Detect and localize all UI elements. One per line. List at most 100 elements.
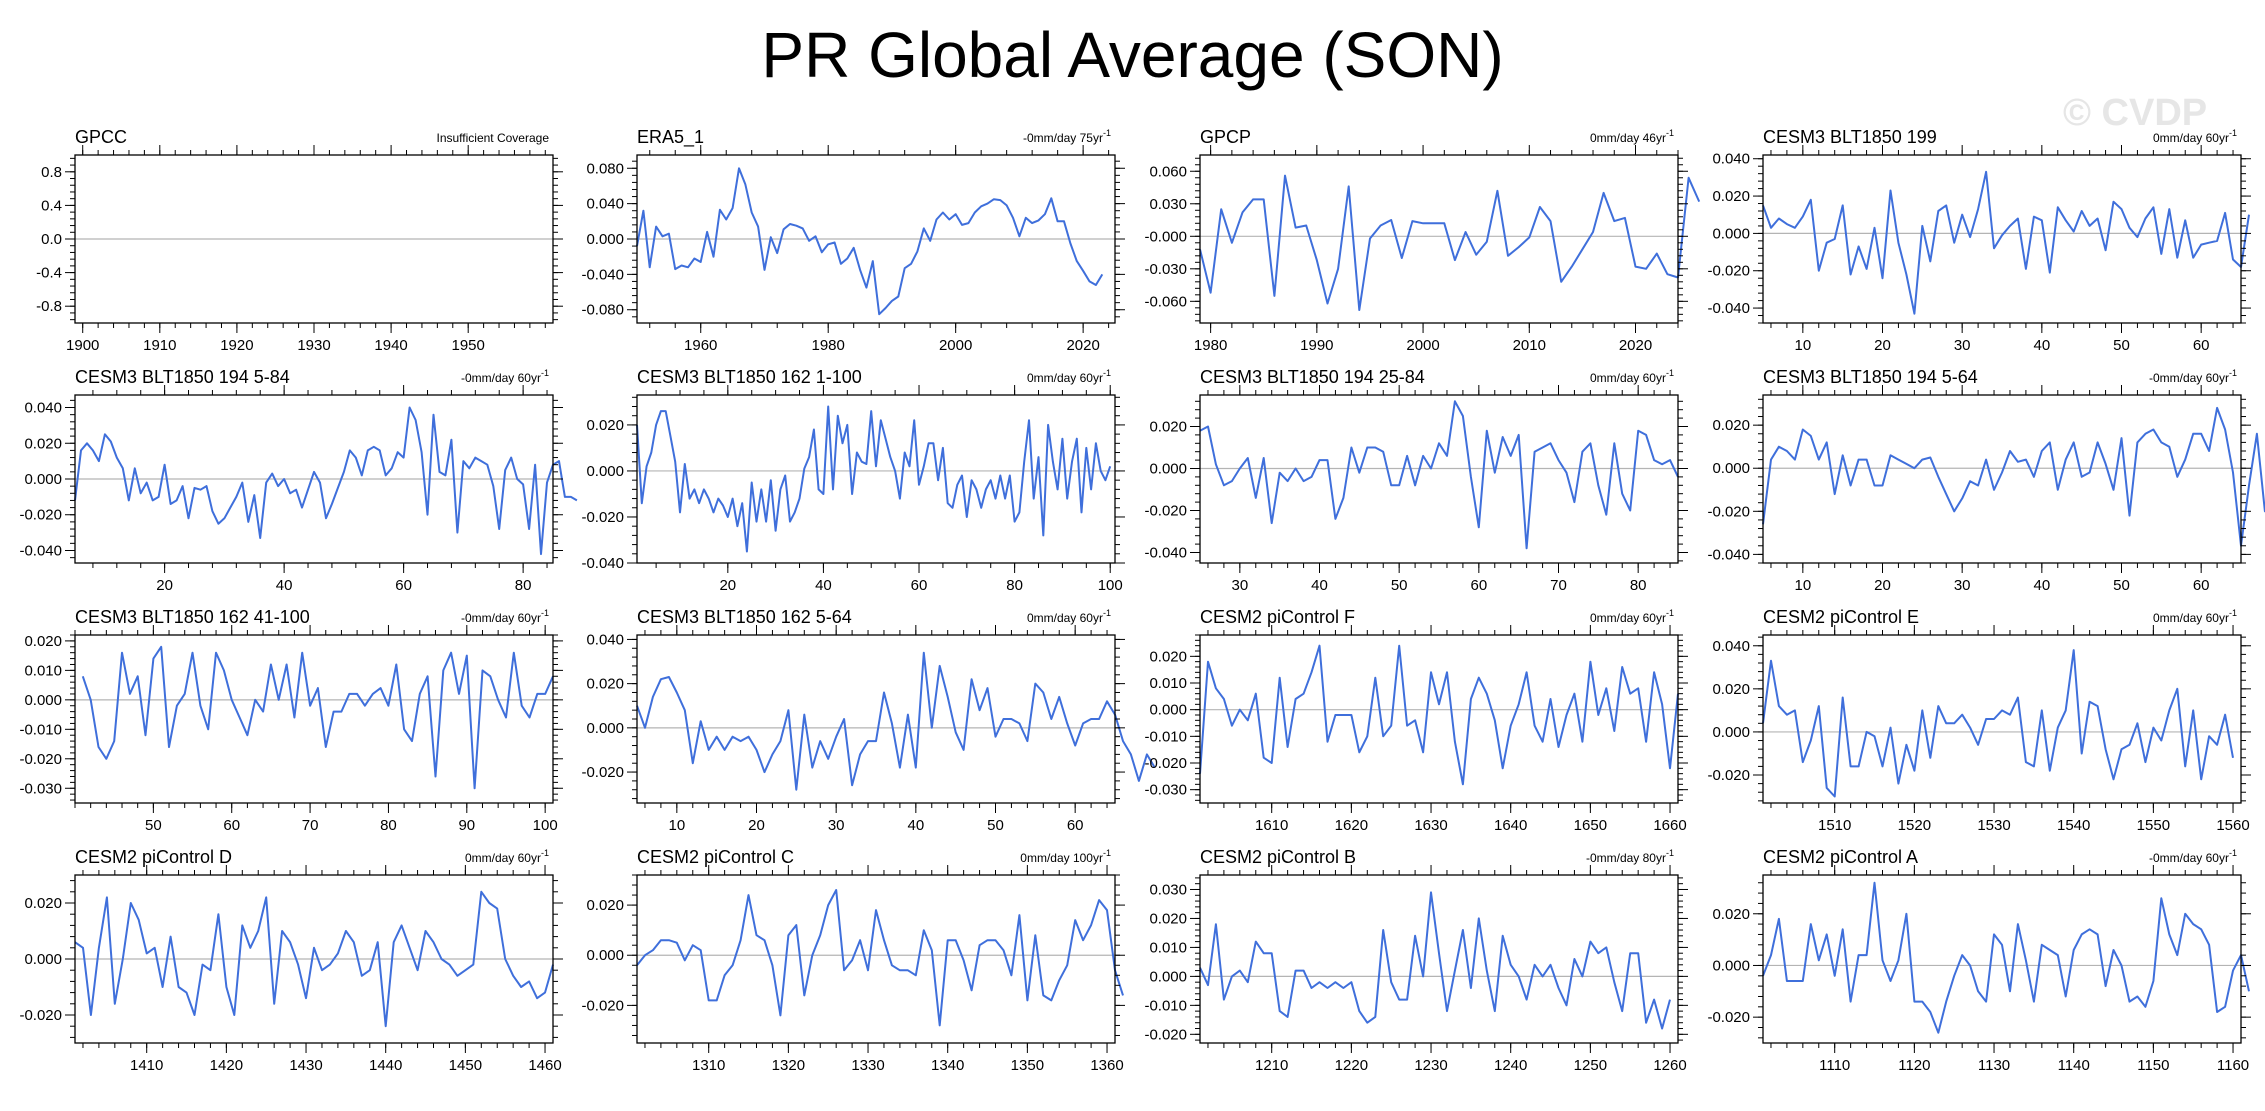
- y-tick-label: -0.030: [1144, 782, 1187, 799]
- y-tick-label: -0.020: [1707, 503, 1750, 520]
- x-tick-label: 2000: [1406, 337, 1439, 354]
- y-tick-label: 0.020: [1712, 906, 1750, 923]
- y-tick-label: 0.020: [586, 417, 624, 434]
- x-tick-label: 1950: [452, 337, 485, 354]
- x-tick-label: 1120: [1898, 1057, 1930, 1074]
- y-tick-label: -0.020: [1707, 1009, 1750, 1026]
- panel-title: CESM3 BLT1850 199: [1763, 127, 1937, 147]
- y-tick-label: -0.040: [1144, 545, 1187, 562]
- y-tick-label: -0.020: [1707, 263, 1750, 280]
- chart-panel: ERA5_1 -0mm/day 75yr-1 1960 1980 2000 2020 0.0…: [581, 127, 1125, 354]
- chart-panel: CESM3 BLT1850 199 0mm/day 60yr-1 10 20 30 40 5…: [1707, 127, 2251, 354]
- x-tick-label: 60: [1470, 577, 1487, 594]
- data-series-line: [81, 645, 554, 790]
- x-tick-label: 40: [276, 577, 293, 594]
- x-tick-label: 2000: [939, 337, 972, 354]
- x-tick-label: 60: [223, 817, 240, 834]
- x-tick-label: 70: [302, 817, 319, 834]
- trend-annotation: 0mm/day 60yr-1: [2153, 128, 2237, 145]
- y-tick-label: 0.020: [24, 895, 62, 912]
- x-tick-label: 100: [533, 817, 558, 834]
- data-series-line: [1199, 174, 1701, 311]
- panel-title: CESM3 BLT1850 162 41-100: [75, 607, 310, 627]
- y-tick-label: 0.030: [1149, 196, 1187, 213]
- x-tick-label: 20: [1874, 577, 1891, 594]
- x-tick-label: 1130: [1978, 1057, 2010, 1074]
- plot-frame: [636, 874, 1116, 1044]
- chart-panel: CESM2 piControl B -0mm/day 80yr-1 1210 1220…: [1144, 847, 1688, 1074]
- panel-title: CESM2 piControl F: [1200, 607, 1355, 627]
- x-tick-label: 10: [1794, 337, 1811, 354]
- trend-annotation: -0mm/day 60yr-1: [461, 368, 549, 385]
- y-tick-label: 0.040: [24, 400, 62, 417]
- y-tick-label: 0.020: [1149, 648, 1187, 665]
- panel-title: ERA5_1: [637, 127, 704, 148]
- x-tick-label: 20: [748, 817, 765, 834]
- x-tick-label: 1910: [143, 337, 176, 354]
- plot-frame: [1762, 154, 2242, 324]
- x-tick-label: 1410: [130, 1057, 163, 1074]
- y-tick-label: 0.060: [1149, 163, 1187, 180]
- panel-title: CESM2 piControl A: [1763, 847, 1918, 867]
- trend-annotation: 0mm/day 46yr-1: [1590, 128, 1674, 145]
- y-tick-label: 0.020: [1712, 188, 1750, 205]
- x-tick-label: 30: [828, 817, 845, 834]
- y-tick-label: 0.040: [1712, 638, 1750, 655]
- chart-panel: CESM3 BLT1850 162 1-100 0mm/day 60yr-1 20 4…: [581, 367, 1125, 594]
- y-tick-label: 0.040: [586, 631, 624, 648]
- y-tick-label: -0.060: [1144, 293, 1187, 310]
- panel-title: CESM2 piControl E: [1763, 607, 1919, 627]
- chart-panel: CESM3 BLT1850 194 25-84 0mm/day 60yr-1 30 4…: [1144, 367, 1688, 594]
- trend-annotation-superscript: -1: [1103, 368, 1111, 378]
- trend-annotation: -0mm/day 60yr-1: [2149, 848, 2237, 865]
- y-tick-label: -0.020: [581, 509, 624, 526]
- x-tick-label: 30: [1954, 577, 1971, 594]
- trend-annotation-superscript: -1: [1103, 608, 1111, 618]
- panel-title: CESM3 BLT1850 162 1-100: [637, 367, 862, 387]
- y-tick-label: 0.000: [1712, 957, 1750, 974]
- y-tick-label: -0.010: [1144, 728, 1187, 745]
- x-tick-label: 1340: [931, 1057, 964, 1074]
- y-tick-label: -0.040: [1707, 546, 1750, 563]
- y-tick-label: -0.4: [36, 265, 62, 282]
- chart-panel: CESM2 piControl D 0mm/day 60yr-1 1410 1420 1…: [19, 847, 563, 1074]
- x-tick-label: 80: [1630, 577, 1647, 594]
- trend-annotation: Insufficient Coverage: [436, 131, 549, 145]
- x-tick-label: 10: [668, 817, 685, 834]
- y-tick-label: 0.8: [41, 164, 62, 181]
- chart-panel: CESM3 BLT1850 162 41-100 -0mm/day 60yr-1 5…: [19, 607, 563, 834]
- y-tick-label: 0.020: [24, 633, 62, 650]
- x-tick-label: 1560: [2216, 817, 2249, 834]
- trend-annotation-superscript: -1: [2229, 608, 2237, 618]
- panel-title: CESM2 piControl D: [75, 847, 232, 867]
- x-tick-label: 2020: [1066, 337, 1099, 354]
- y-tick-label: 0.000: [24, 951, 62, 968]
- y-tick-label: 0.010: [1149, 939, 1187, 956]
- x-tick-label: 1250: [1574, 1057, 1607, 1074]
- chart-panel: CESM2 piControl A -0mm/day 60yr-1 1110 1120…: [1707, 847, 2251, 1074]
- x-tick-label: 1110: [1819, 1057, 1850, 1074]
- x-tick-label: 1660: [1653, 817, 1686, 834]
- x-tick-label: 30: [1954, 337, 1971, 354]
- x-tick-label: 70: [1550, 577, 1567, 594]
- x-tick-label: 60: [2193, 577, 2210, 594]
- trend-annotation: 0mm/day 60yr-1: [1027, 368, 1111, 385]
- y-tick-label: 0.020: [24, 435, 62, 452]
- x-tick-label: 60: [395, 577, 412, 594]
- y-tick-label: -0.020: [1707, 767, 1750, 784]
- y-tick-label: 0.000: [586, 231, 624, 248]
- y-tick-label: -0.040: [581, 555, 624, 572]
- x-tick-label: 40: [2033, 337, 2050, 354]
- y-tick-label: 0.000: [1712, 225, 1750, 242]
- x-tick-label: 1980: [1194, 337, 1227, 354]
- y-tick-label: -0.040: [1707, 300, 1750, 317]
- data-series-line: [1762, 649, 2234, 798]
- trend-annotation: -0mm/day 60yr-1: [2149, 368, 2237, 385]
- x-tick-label: 1980: [812, 337, 845, 354]
- x-tick-label: 1550: [2137, 817, 2170, 834]
- trend-annotation-superscript: -1: [541, 608, 549, 618]
- x-tick-label: 2020: [1619, 337, 1652, 354]
- chart-panel: CESM2 piControl F 0mm/day 60yr-1 1610 1620 1…: [1144, 607, 1688, 834]
- y-tick-label: 0.020: [1712, 681, 1750, 698]
- x-tick-label: 1930: [297, 337, 330, 354]
